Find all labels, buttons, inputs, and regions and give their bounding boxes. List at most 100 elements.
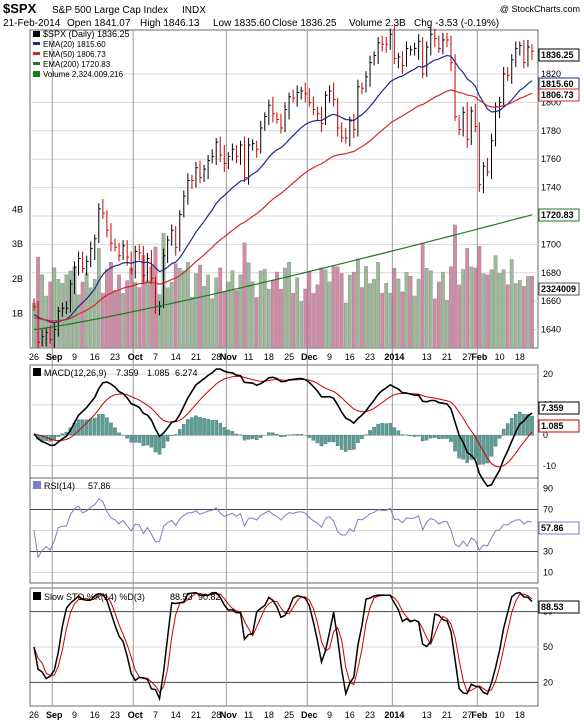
sto-d-line [33,592,533,694]
macd-histogram-bar [445,435,449,439]
volume-bar [481,273,486,349]
sto-series [33,591,533,702]
badge-volume-box [538,282,580,296]
volume-bar [157,294,162,349]
macd-histogram-bar [194,415,198,436]
x-axis-label: 18 [264,710,274,720]
quote-low: Low 1835.60 [213,18,271,29]
volume-bar [477,246,482,349]
macd-histogram-bar [80,419,85,436]
macd-histogram-bar [177,429,182,436]
volume-axis-label: 4B [12,205,23,215]
macd-histogram-bar [271,432,275,436]
macd-histogram-bar [339,435,344,450]
volume-bar [457,284,461,349]
volume-axis-label: 2B [12,274,23,284]
x-axis-label: 18 [515,352,525,362]
macd-histogram-bar [283,435,287,437]
volume-bar [186,262,190,349]
macd-axis-label: 20 [543,369,553,379]
volume-bar [416,278,421,349]
badge-sto-k-box [538,600,580,614]
volume-bar [266,288,271,349]
sto-legend-label: Slow STO %K(14) %D(3) [44,592,145,602]
macd-histogram-bar [88,418,93,436]
x-axis-label: 11 [244,710,253,720]
quote-date: 21-Feb-2014 [3,18,61,29]
volume-bar [113,290,117,349]
macd-histogram-bar [242,435,247,441]
sto-legend-swatch [33,592,41,600]
rsi-legend-label: RSI(14) [44,481,75,491]
volume-bar [271,280,275,349]
volume-legend-swatch [33,71,40,77]
price-axis-label: 1700 [541,239,561,249]
volume-bar [449,266,453,349]
volume-bar [372,278,376,349]
volume-bar [335,266,340,349]
x-axis-label: 21 [191,710,201,720]
macd-histogram-bar [56,435,61,437]
volume-bar [210,298,215,349]
volume-bar [198,264,202,349]
volume-bar [258,270,263,349]
rsi-legend-swatch [33,481,41,489]
volume-bar [530,276,534,349]
price-axis-label: 1780 [541,126,561,136]
macd-histogram-bar [420,435,425,442]
volume-bar [517,280,522,349]
volume-bar [522,286,526,349]
volume-bar [331,266,336,349]
price-axis-label: 1740 [541,183,561,193]
macd-histogram-bar [125,435,129,439]
rsi-axis-label: 90 [543,484,553,494]
badge-macd-signal-box [538,419,580,433]
x-axis-label: 16 [345,352,355,362]
x-axis-label: 23 [110,710,120,720]
volume-bar [291,292,295,349]
macd-histogram-bar [400,434,405,436]
volume-bar [121,293,125,349]
x-axis-label: 25 [284,710,294,720]
macd-histogram-bar [323,435,328,445]
price-axis-label: 1640 [541,325,561,335]
volume-bar [92,278,97,349]
volume-bar [299,301,304,349]
macd-histogram-bar [514,413,518,436]
macd-histogram-bar [311,435,316,441]
macd-histogram-bar [449,435,453,442]
badge-macd-box [538,401,580,415]
quote-open: Open 1841.07 [67,18,131,29]
macd-histogram-bar [489,435,494,457]
rsi-axis-label: 30 [543,547,553,557]
x-axis-label: 27 [462,710,472,720]
macd-histogram-bar [295,433,299,436]
ema200-legend-swatch [33,62,40,65]
macd-histogram-bar [530,416,534,436]
price-legend: $SPX (Daily) 1836.25 [43,29,130,39]
x-axis-label: 2014 [384,710,404,720]
macd-histogram-bar [113,427,117,436]
macd-histogram-bar [428,435,433,439]
x-axis-label: 10 [495,710,505,720]
macd-histogram-bar [133,435,138,443]
badge-macd-signal: 1.085 [541,421,564,431]
volume-bar [380,292,385,349]
macd-histogram-bar [230,431,235,436]
x-axis-label: Feb [471,352,488,362]
volume-bar [234,290,239,349]
macd-legend-label: MACD(12,26,9) [44,368,107,378]
volume-bar [465,248,470,349]
volume-bar [246,262,251,349]
macd-histogram-bar [279,435,283,438]
macd-histogram-bar [291,434,295,436]
macd-histogram-bar [522,414,526,436]
macd-line [33,368,533,488]
symbol-title: $SPX [3,1,37,16]
price-axis-label: 1660 [541,296,561,306]
volume-bar [169,281,174,349]
volume-bar [129,267,134,349]
volume-bar [105,269,109,349]
sto-legend-k: 88.53 [170,592,193,602]
